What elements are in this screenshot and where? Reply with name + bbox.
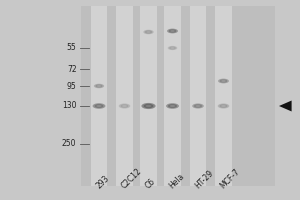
Text: HT-29: HT-29 bbox=[193, 168, 215, 190]
Text: 95: 95 bbox=[67, 82, 76, 90]
Ellipse shape bbox=[169, 29, 176, 33]
Ellipse shape bbox=[96, 105, 102, 107]
Ellipse shape bbox=[93, 103, 105, 109]
Ellipse shape bbox=[141, 103, 156, 109]
Ellipse shape bbox=[169, 47, 176, 49]
Ellipse shape bbox=[143, 30, 154, 34]
Ellipse shape bbox=[97, 85, 101, 87]
Ellipse shape bbox=[146, 105, 151, 107]
Ellipse shape bbox=[119, 103, 130, 109]
Ellipse shape bbox=[143, 104, 154, 108]
Ellipse shape bbox=[122, 105, 127, 107]
Text: 293: 293 bbox=[94, 173, 111, 190]
Ellipse shape bbox=[166, 103, 179, 109]
Ellipse shape bbox=[196, 105, 200, 107]
Ellipse shape bbox=[145, 30, 152, 34]
Bar bbox=[190, 6, 206, 186]
Ellipse shape bbox=[194, 104, 202, 108]
Text: 72: 72 bbox=[67, 64, 76, 73]
Ellipse shape bbox=[220, 79, 227, 83]
Ellipse shape bbox=[168, 104, 177, 108]
Ellipse shape bbox=[219, 104, 228, 108]
Ellipse shape bbox=[120, 104, 129, 108]
Ellipse shape bbox=[94, 84, 104, 88]
Ellipse shape bbox=[95, 84, 103, 88]
Ellipse shape bbox=[221, 105, 226, 107]
Text: C2C12: C2C12 bbox=[120, 166, 143, 190]
Text: MCF-7: MCF-7 bbox=[219, 167, 242, 190]
Bar bbox=[81, 6, 274, 186]
Bar bbox=[215, 6, 232, 186]
Bar bbox=[91, 6, 107, 186]
Ellipse shape bbox=[170, 30, 175, 32]
Bar bbox=[116, 6, 133, 186]
Text: C6: C6 bbox=[144, 176, 157, 190]
Text: 55: 55 bbox=[67, 44, 76, 52]
Text: 250: 250 bbox=[62, 140, 76, 148]
Bar bbox=[140, 6, 157, 186]
Ellipse shape bbox=[146, 31, 151, 33]
Text: 130: 130 bbox=[62, 102, 76, 110]
Ellipse shape bbox=[170, 105, 175, 107]
Ellipse shape bbox=[221, 80, 226, 82]
Bar bbox=[164, 6, 181, 186]
Polygon shape bbox=[279, 101, 292, 111]
Ellipse shape bbox=[171, 47, 174, 49]
Ellipse shape bbox=[218, 103, 229, 109]
Ellipse shape bbox=[168, 46, 177, 50]
Ellipse shape bbox=[94, 104, 103, 108]
Ellipse shape bbox=[167, 29, 178, 33]
Ellipse shape bbox=[192, 103, 204, 109]
Text: Hela: Hela bbox=[168, 171, 186, 190]
Ellipse shape bbox=[218, 79, 229, 83]
